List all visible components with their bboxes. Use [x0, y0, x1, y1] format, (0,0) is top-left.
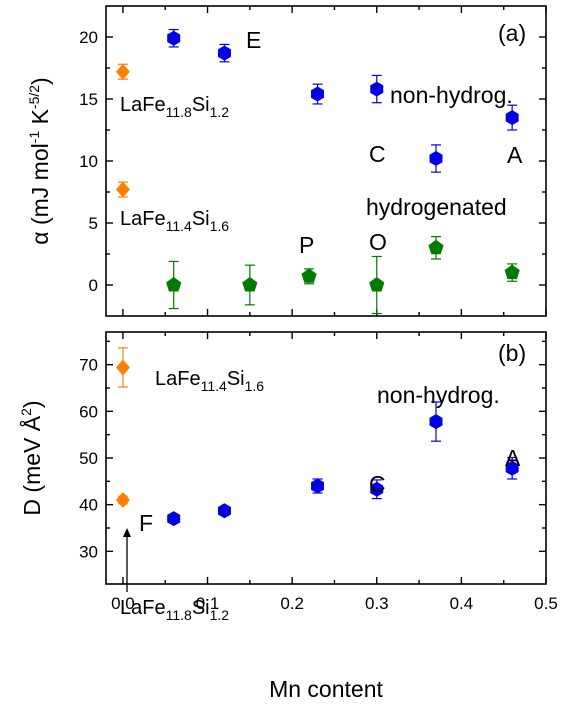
diamond-point: [115, 359, 130, 376]
hexagon-point: [505, 460, 519, 476]
panel-b-tag: (b): [498, 340, 526, 366]
panel-a-y-axis: 0 5 10 15 20: [79, 28, 546, 295]
hexagon-point: [370, 481, 384, 497]
label-hydrogenated: hydrogenated: [366, 194, 507, 220]
panel-b-marks: [115, 347, 519, 527]
diamond-point: [115, 492, 130, 508]
hexagon-point: [311, 86, 325, 102]
pentagon-point: [428, 239, 444, 255]
panel-a-marks: [115, 28, 520, 315]
label-P: P: [299, 232, 314, 258]
diamond-point: [115, 63, 130, 80]
label-non-hydrog-b: non-hydrog.: [377, 382, 500, 408]
x-tick-label: 0.0: [111, 594, 135, 613]
label-non-hydrog-a: non-hydrog.: [390, 82, 513, 108]
y-tick-label: 5: [89, 214, 98, 233]
x-tick-label: 0.2: [280, 594, 304, 613]
label-A-b: A: [505, 445, 521, 471]
panel-b-y-axis: 30 40 50 60 70: [79, 340, 546, 561]
hexagon-point: [370, 81, 384, 97]
panel-a-tag: (a): [498, 20, 526, 46]
y-tick-label: 50: [79, 449, 98, 468]
panel-b-y-label: D (meV Å2): [18, 400, 45, 515]
y-tick-label: 20: [79, 28, 98, 47]
compound-label-a1: LaFe11.8Si1.2: [120, 94, 229, 120]
label-A-a: A: [507, 142, 523, 168]
x-tick-label: 0.5: [534, 594, 558, 613]
label-O: O: [369, 229, 387, 255]
y-tick-label: 0: [89, 276, 98, 295]
compound-label-a2: LaFe11.4Si1.6: [120, 208, 229, 234]
label-E: E: [246, 27, 261, 53]
compound-label-b2: LaFe11.8Si1.2: [120, 597, 229, 623]
hexagon-point: [429, 151, 443, 167]
y-tick-label: 30: [79, 542, 98, 561]
panel-b-x-axis: 0.0 0.1 0.2 0.3 0.4 0.5: [111, 332, 558, 613]
hexagon-point: [217, 45, 231, 61]
compound-label-b1: LaFe11.4Si1.6: [155, 368, 264, 394]
x-tick-label: 0.1: [196, 594, 220, 613]
hexagon-point: [429, 414, 443, 430]
hexagon-point: [505, 110, 519, 126]
hexagon-point: [311, 478, 325, 494]
panel-a-frame: [105, 5, 547, 317]
panel-a-y-label: α (mJ mol-1 K-5/2): [26, 77, 53, 244]
panel-b: (b) 30 40 50 60 70 0.0 0.1 0.2 0.3 0.4 0.5 non-hy…: [18, 331, 558, 702]
pentagon-point: [242, 277, 258, 292]
y-tick-label: 15: [79, 90, 98, 109]
y-tick-label: 60: [79, 402, 98, 421]
panel-a-x-ticks: [122, 6, 547, 316]
label-C-b: C: [369, 471, 386, 497]
hexagon-point: [217, 503, 231, 519]
pentagon-point: [301, 268, 317, 283]
pointer-arrow: [123, 528, 131, 592]
y-tick-label: 70: [79, 356, 98, 375]
y-tick-label: 40: [79, 496, 98, 515]
y-tick-label: 10: [79, 152, 98, 171]
x-axis-label: Mn content: [269, 676, 383, 702]
label-C-a: C: [369, 141, 386, 167]
diamond-point: [115, 181, 130, 198]
panel-a: (a) 0 5 10 15 20 E non-hydrog. C A hydrogena…: [26, 5, 547, 317]
pentagon-point: [369, 277, 385, 292]
x-tick-label: 0.3: [365, 594, 389, 613]
hexagon-point: [167, 511, 181, 527]
pentagon-point: [504, 264, 520, 280]
label-F: F: [139, 510, 153, 536]
hexagon-point: [167, 30, 181, 46]
pentagon-point: [166, 277, 182, 292]
x-tick-label: 0.4: [450, 594, 474, 613]
